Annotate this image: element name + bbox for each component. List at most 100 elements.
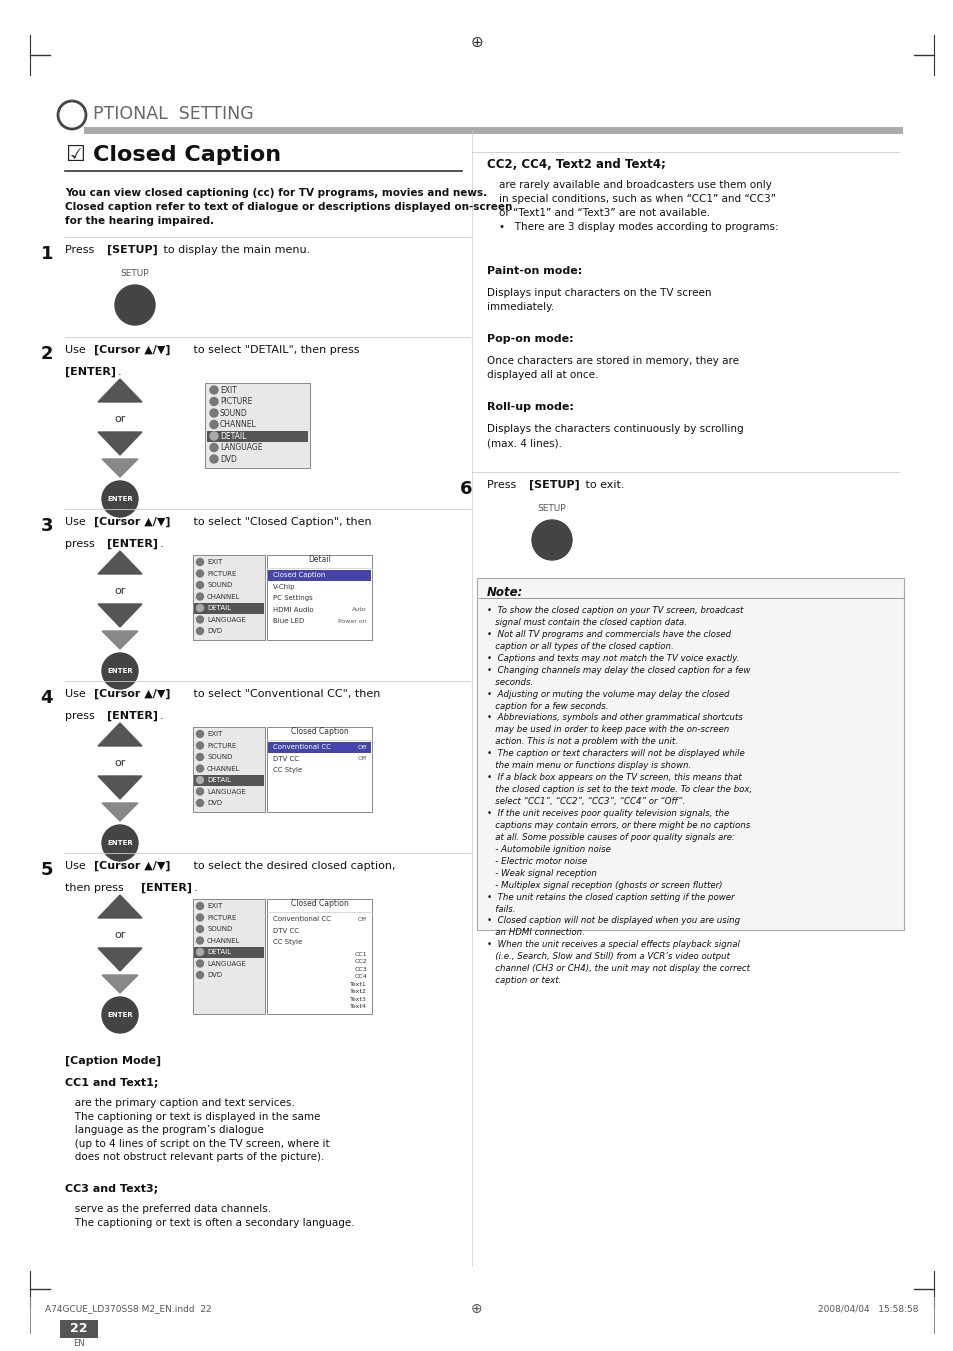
- Text: [Cursor ▲/▼]: [Cursor ▲/▼]: [94, 861, 171, 871]
- Text: ENTER: ENTER: [107, 840, 132, 846]
- Text: 2: 2: [40, 345, 53, 363]
- Text: CC1 and Text1;: CC1 and Text1;: [65, 1078, 158, 1088]
- Text: CC Style: CC Style: [273, 767, 302, 773]
- FancyBboxPatch shape: [193, 775, 264, 786]
- Circle shape: [115, 285, 154, 326]
- Text: Power on: Power on: [338, 619, 367, 624]
- Text: CC2: CC2: [354, 959, 367, 965]
- Text: or: or: [114, 586, 126, 596]
- Circle shape: [196, 731, 203, 738]
- FancyBboxPatch shape: [476, 578, 903, 929]
- Text: [Cursor ▲/▼]: [Cursor ▲/▼]: [94, 345, 171, 355]
- Text: to select "Conventional CC", then: to select "Conventional CC", then: [190, 689, 380, 698]
- Circle shape: [196, 754, 203, 761]
- Text: PICTURE: PICTURE: [207, 743, 236, 748]
- Text: DETAIL: DETAIL: [220, 431, 246, 440]
- Text: 22: 22: [71, 1323, 88, 1336]
- Circle shape: [210, 455, 218, 463]
- Circle shape: [196, 788, 203, 794]
- Text: SOUND: SOUND: [220, 408, 248, 417]
- Circle shape: [210, 409, 218, 417]
- FancyBboxPatch shape: [267, 727, 372, 812]
- Text: CHANNEL: CHANNEL: [220, 420, 256, 430]
- Circle shape: [196, 604, 203, 612]
- Text: Off: Off: [357, 916, 367, 921]
- Circle shape: [210, 386, 218, 394]
- Text: DTV CC: DTV CC: [273, 755, 298, 762]
- Text: EXIT: EXIT: [207, 731, 222, 738]
- Circle shape: [210, 432, 218, 440]
- Text: .: .: [118, 367, 121, 377]
- Polygon shape: [98, 380, 142, 403]
- Text: Paint-on mode:: Paint-on mode:: [486, 266, 581, 276]
- Text: press: press: [65, 539, 98, 549]
- Text: or: or: [114, 758, 126, 767]
- Text: V-Chip: V-Chip: [273, 584, 295, 589]
- FancyBboxPatch shape: [60, 1320, 98, 1337]
- Text: Pop-on mode:: Pop-on mode:: [486, 334, 573, 345]
- Text: EXIT: EXIT: [207, 902, 222, 909]
- FancyBboxPatch shape: [193, 555, 265, 640]
- Text: A74GCUE_LD370SS8 M2_EN.indd  22: A74GCUE_LD370SS8 M2_EN.indd 22: [45, 1305, 212, 1313]
- Circle shape: [196, 558, 203, 566]
- Text: are the primary caption and text services.
   The captioning or text is displaye: are the primary caption and text service…: [65, 1098, 330, 1162]
- Text: ⊕: ⊕: [471, 1302, 482, 1316]
- Text: 1: 1: [40, 245, 53, 263]
- Text: CC2, CC4, Text2 and Text4;: CC2, CC4, Text2 and Text4;: [486, 158, 665, 172]
- Circle shape: [210, 397, 218, 405]
- Text: SETUP: SETUP: [121, 269, 150, 278]
- Text: to select "DETAIL", then press: to select "DETAIL", then press: [190, 345, 359, 355]
- Text: [Cursor ▲/▼]: [Cursor ▲/▼]: [94, 517, 171, 527]
- Text: DETAIL: DETAIL: [207, 605, 231, 611]
- Text: .: .: [160, 711, 164, 721]
- Text: Use: Use: [65, 517, 90, 527]
- FancyBboxPatch shape: [205, 382, 310, 467]
- Text: are rarely available and broadcasters use them only
in special conditions, such : are rarely available and broadcasters us…: [498, 180, 778, 232]
- Circle shape: [196, 915, 203, 921]
- Text: Off: Off: [357, 757, 367, 761]
- Text: EXIT: EXIT: [220, 385, 236, 394]
- Circle shape: [196, 961, 203, 967]
- Circle shape: [196, 570, 203, 577]
- Circle shape: [196, 765, 203, 771]
- Text: Note:: Note:: [486, 586, 523, 598]
- Text: EN: EN: [73, 1339, 85, 1348]
- Circle shape: [210, 420, 218, 428]
- Polygon shape: [98, 948, 142, 971]
- Polygon shape: [102, 975, 138, 993]
- Text: CHANNEL: CHANNEL: [207, 766, 240, 771]
- Text: PTIONAL  SETTING: PTIONAL SETTING: [92, 105, 253, 123]
- FancyBboxPatch shape: [267, 898, 372, 1015]
- Circle shape: [196, 902, 203, 909]
- Circle shape: [196, 971, 203, 978]
- FancyBboxPatch shape: [193, 727, 265, 812]
- Text: CC3: CC3: [354, 966, 367, 971]
- Text: •  To show the closed caption on your TV screen, broadcast
   signal must contai: • To show the closed caption on your TV …: [486, 607, 752, 985]
- Polygon shape: [98, 894, 142, 917]
- Text: CHANNEL: CHANNEL: [207, 938, 240, 943]
- Text: 4: 4: [40, 689, 53, 707]
- Text: DETAIL: DETAIL: [207, 948, 231, 955]
- Text: Once characters are stored in memory, they are
displayed all at once.: Once characters are stored in memory, th…: [486, 357, 739, 380]
- Text: ⊕: ⊕: [470, 35, 483, 50]
- FancyBboxPatch shape: [193, 898, 265, 1015]
- Text: DTV CC: DTV CC: [273, 928, 298, 934]
- Text: ENTER: ENTER: [107, 1012, 132, 1019]
- Text: Text4: Text4: [350, 1004, 367, 1009]
- Polygon shape: [102, 631, 138, 648]
- Text: SETUP: SETUP: [537, 504, 566, 513]
- Text: or: or: [114, 929, 126, 940]
- Text: or: or: [114, 413, 126, 424]
- Text: ☑: ☑: [65, 145, 85, 165]
- Text: PICTURE: PICTURE: [220, 397, 253, 407]
- Text: 6: 6: [459, 480, 472, 499]
- Text: Text2: Text2: [350, 989, 367, 994]
- Text: HDMI Audio: HDMI Audio: [273, 607, 314, 612]
- Text: ENTER: ENTER: [107, 667, 132, 674]
- Text: PICTURE: PICTURE: [207, 915, 236, 920]
- Text: Closed Caption: Closed Caption: [273, 571, 325, 578]
- Text: LANGUAGE: LANGUAGE: [207, 789, 246, 794]
- Text: Displays the characters continuously by scrolling
(max. 4 lines).: Displays the characters continuously by …: [486, 424, 742, 449]
- Text: DETAIL: DETAIL: [207, 777, 231, 784]
- Text: 3: 3: [40, 517, 53, 535]
